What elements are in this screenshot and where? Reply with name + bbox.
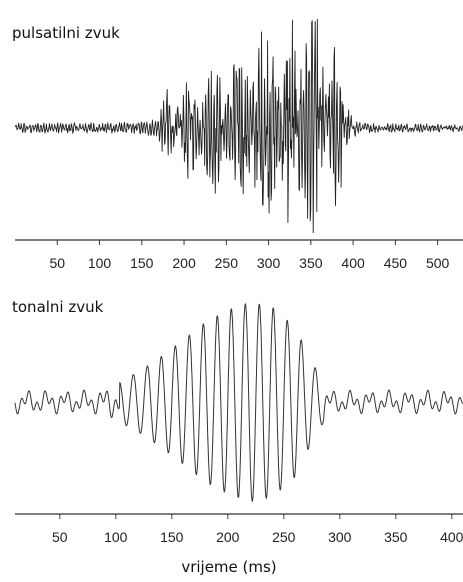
x-axis-label: vrijeme (ms) <box>181 558 276 576</box>
x-tick-label: 450 <box>384 255 408 271</box>
x-tick-label: 250 <box>215 255 239 271</box>
tonal-waveform <box>14 303 463 502</box>
x-tick-label: 150 <box>130 255 154 271</box>
x-tick-label: 150 <box>160 529 184 545</box>
x-tick-label: 400 <box>440 529 463 545</box>
panel-title-pulsatile: pulsatilni zvuk <box>12 24 120 42</box>
x-tick-label: 300 <box>257 255 281 271</box>
pulsatile-waveform <box>14 18 463 234</box>
panel-title-tonal: tonalni zvuk <box>12 298 104 316</box>
x-tick-label: 100 <box>104 529 128 545</box>
waveform-line <box>14 303 463 502</box>
x-tick-label: 100 <box>88 255 112 271</box>
x-tick-label: 500 <box>426 255 450 271</box>
tonal-sound-panel: tonalni zvuk 50 100 150 200 250 300 350 400 vri… <box>12 298 463 576</box>
x-tick-label: 350 <box>384 529 408 545</box>
x-tick-label: 50 <box>49 255 65 271</box>
x-tick-label: 200 <box>172 255 196 271</box>
x-tick-label: 200 <box>216 529 240 545</box>
x-ticks-bottom: 50 100 150 200 250 300 350 400 <box>52 514 463 545</box>
pulsatile-sound-panel: pulsatilni zvuk 50 100 150 200 250 300 350 400 4… <box>12 18 463 271</box>
x-tick-label: 400 <box>341 255 365 271</box>
x-tick-label: 350 <box>299 255 323 271</box>
waveform-line <box>14 18 463 234</box>
x-ticks-top: 50 100 150 200 250 300 350 400 450 500 <box>49 240 450 271</box>
x-tick-label: 300 <box>328 529 352 545</box>
x-tick-label: 50 <box>52 529 68 545</box>
x-tick-label: 250 <box>272 529 296 545</box>
